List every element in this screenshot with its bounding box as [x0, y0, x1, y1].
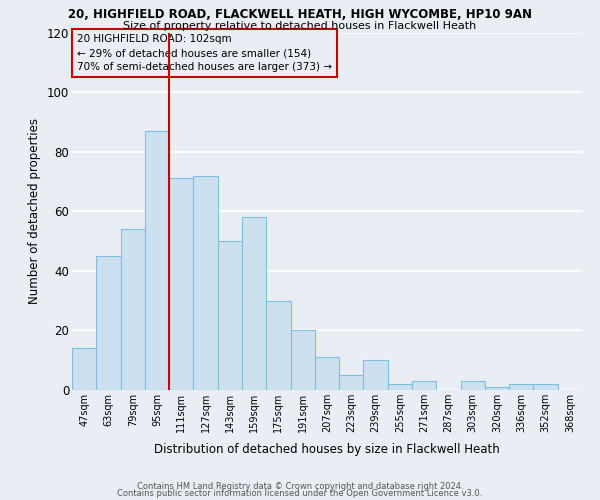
Bar	[96, 256, 121, 390]
Bar	[509, 384, 533, 390]
Text: Size of property relative to detached houses in Flackwell Heath: Size of property relative to detached ho…	[124, 21, 476, 31]
Text: 20, HIGHFIELD ROAD, FLACKWELL HEATH, HIGH WYCOMBE, HP10 9AN: 20, HIGHFIELD ROAD, FLACKWELL HEATH, HIG…	[68, 8, 532, 20]
Bar	[169, 178, 193, 390]
Bar	[145, 131, 169, 390]
Bar	[388, 384, 412, 390]
Bar	[266, 300, 290, 390]
Y-axis label: Number of detached properties: Number of detached properties	[28, 118, 41, 304]
Text: 20 HIGHFIELD ROAD: 102sqm
← 29% of detached houses are smaller (154)
70% of semi: 20 HIGHFIELD ROAD: 102sqm ← 29% of detac…	[77, 34, 332, 72]
Text: Contains HM Land Registry data © Crown copyright and database right 2024.: Contains HM Land Registry data © Crown c…	[137, 482, 463, 491]
Bar	[339, 375, 364, 390]
Bar	[290, 330, 315, 390]
Bar	[72, 348, 96, 390]
Bar	[193, 176, 218, 390]
Bar	[315, 357, 339, 390]
Bar	[533, 384, 558, 390]
Bar	[218, 241, 242, 390]
Bar	[364, 360, 388, 390]
Bar	[121, 229, 145, 390]
Bar	[485, 387, 509, 390]
Bar	[242, 217, 266, 390]
Text: Contains public sector information licensed under the Open Government Licence v3: Contains public sector information licen…	[118, 489, 482, 498]
X-axis label: Distribution of detached houses by size in Flackwell Heath: Distribution of detached houses by size …	[154, 444, 500, 456]
Bar	[461, 381, 485, 390]
Bar	[412, 381, 436, 390]
